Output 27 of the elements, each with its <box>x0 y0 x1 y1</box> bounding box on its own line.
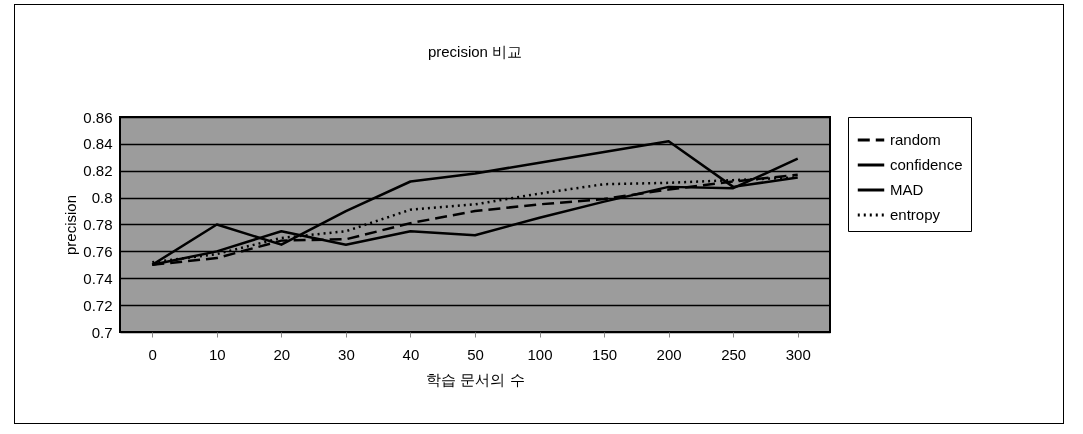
x-tick-label: 50 <box>467 345 484 363</box>
y-tick-label: 0.78 <box>83 216 113 233</box>
y-tick-label: 0.86 <box>83 108 113 126</box>
chart-title: precision 비교 <box>427 43 523 60</box>
x-axis-title: 학습 문서의 수 <box>426 370 525 388</box>
x-tick-label: 100 <box>527 345 553 363</box>
x-tick-label: 40 <box>402 345 420 363</box>
legend-label: MAD <box>890 181 924 198</box>
legend-label: confidence <box>890 156 963 173</box>
y-axis-title: precision <box>62 194 80 256</box>
y-tick-label: 0.82 <box>83 162 113 180</box>
x-tick-label: 30 <box>338 345 355 363</box>
x-tick-label: 300 <box>785 345 811 363</box>
x-tick-label: 20 <box>273 345 291 363</box>
y-tick-label: 0.74 <box>83 269 113 287</box>
legend-label: entropy <box>890 206 941 223</box>
y-tick-label: 0.7 <box>91 323 113 341</box>
y-tick-label: 0.76 <box>83 242 113 260</box>
y-tick-label: 0.72 <box>83 296 113 314</box>
x-tick-label: 10 <box>208 345 226 363</box>
y-tick-label: 0.8 <box>91 189 113 207</box>
legend-label: random <box>890 131 941 148</box>
y-tick-label: 0.84 <box>83 135 113 153</box>
x-tick-label: 200 <box>656 345 682 363</box>
x-tick-label: 0 <box>148 345 157 363</box>
x-tick-label: 250 <box>721 345 747 363</box>
x-tick-label: 150 <box>592 345 618 363</box>
